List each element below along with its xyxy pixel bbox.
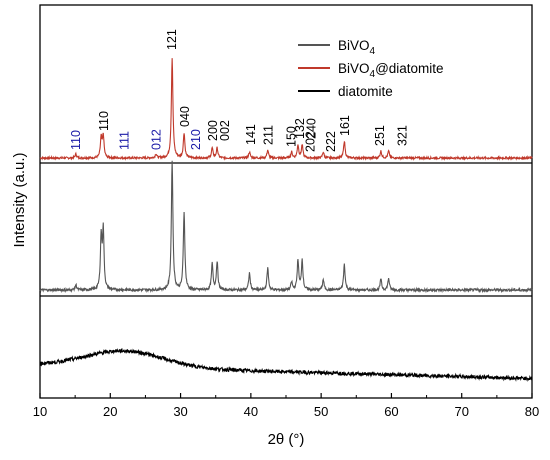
series-layer (39, 58, 533, 382)
x-axis-title: 2θ (°) (268, 431, 305, 448)
legend-label-2: diatomite (338, 84, 393, 99)
peak-label-14: 202 (304, 131, 318, 152)
peak-label-11: 150 (285, 126, 299, 147)
peak-label-13: 240 (304, 118, 318, 139)
x-tick-label-4: 50 (314, 404, 328, 419)
peak-label-6: 210 (189, 129, 203, 150)
peak-label-4: 121 (165, 29, 179, 50)
x-tick-label-3: 40 (244, 404, 258, 419)
peak-label-5: 040 (178, 106, 192, 127)
x-tick-label-5: 60 (384, 404, 398, 419)
series-line-bivo4-diatomite (39, 58, 533, 162)
x-tick-label-7: 80 (525, 404, 539, 419)
peak-label-9: 141 (244, 124, 258, 145)
legend-label-1: BiVO4@diatomite (338, 61, 444, 80)
peak-label-10: 211 (261, 125, 275, 145)
peak-label-8: 002 (218, 120, 232, 141)
peak-label-17: 251 (373, 125, 387, 146)
x-tick-label-2: 30 (173, 404, 187, 419)
plot-frame (39, 4, 533, 399)
x-tick-label-1: 20 (103, 404, 117, 419)
y-axis-title: Intensity (a.u.) (11, 152, 28, 247)
peak-label-15: 222 (324, 131, 338, 152)
legend-label-0: BiVO4 (338, 38, 376, 57)
peak-label-3: 012 (150, 129, 164, 150)
x-tick-label-0: 10 (33, 404, 47, 419)
x-axis-ticks: 10 20 30 40 50 60 70 80 (33, 393, 539, 419)
peak-label-0: 110 (69, 130, 83, 150)
peak-label-18: 321 (396, 125, 410, 146)
x-tick-label-6: 70 (454, 404, 468, 419)
series-line-diatomite (39, 348, 533, 382)
series-line-bivo4 (39, 160, 533, 294)
peak-label-2: 111 (117, 131, 131, 150)
peak-label-1: 110 (97, 111, 111, 131)
peak-label-12: 132 (293, 118, 307, 139)
peak-label-16: 161 (338, 115, 352, 136)
peak-label-7: 200 (206, 120, 220, 141)
legend: BiVO4 BiVO4@diatomite diatomite (298, 38, 444, 99)
